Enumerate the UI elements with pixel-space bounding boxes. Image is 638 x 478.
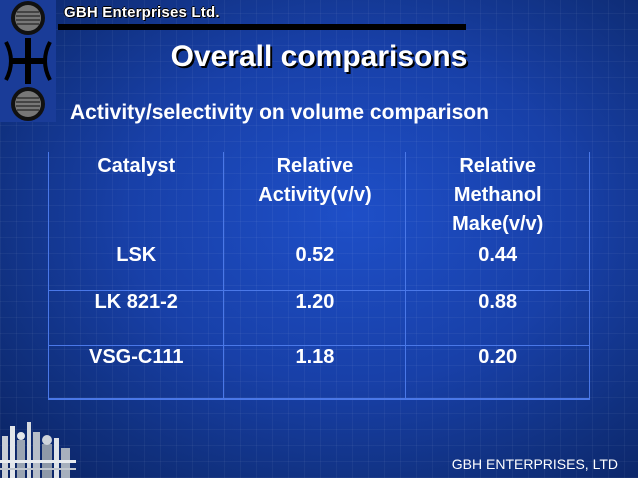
header-line: Activity(v/v)	[258, 184, 372, 206]
company-name: GBH Enterprises Ltd.	[64, 4, 220, 21]
header-cell-catalyst: Catalyst	[47, 152, 225, 244]
comparison-table: Catalyst Relative Activity(v/v) Relative…	[47, 152, 590, 400]
table-row: LK 821-2 1.20 0.88	[47, 290, 590, 346]
activity-cell: 1.20	[223, 290, 407, 346]
header-cell-methanol: Relative Methanol Make(v/v)	[405, 152, 590, 244]
catalyst-cell: VSG-C111	[47, 345, 225, 400]
activity-cell: 1.18	[223, 345, 407, 400]
header-line: Catalyst	[97, 155, 176, 177]
header-line: Relative	[459, 155, 537, 177]
activity-cell: 0.52	[223, 244, 407, 291]
industrial-plant-icon	[0, 422, 76, 478]
header-cell-activity: Relative Activity(v/v)	[223, 152, 407, 244]
table-row: VSG-C111 1.18 0.20	[47, 345, 590, 400]
gbh-symbol-icon	[0, 0, 56, 122]
header-line: Methanol	[453, 184, 542, 206]
catalyst-cell: LK 821-2	[47, 290, 225, 346]
header-rule	[58, 24, 466, 30]
footer-company: GBH ENTERPRISES, LTD	[451, 456, 618, 472]
methanol-cell: 0.88	[405, 290, 590, 346]
methanol-cell: 0.20	[405, 345, 590, 400]
slide-subtitle: Activity/selectivity on volume compariso…	[70, 101, 489, 124]
methanol-cell: 0.44	[405, 244, 590, 291]
table-row: LSK 0.52 0.44	[47, 244, 590, 291]
catalyst-cell: LSK	[47, 244, 225, 291]
header-line: Make(v/v)	[452, 213, 544, 235]
header-line: Relative	[276, 155, 354, 177]
slide-title: Overall comparisons	[170, 40, 468, 73]
table-header-row: Catalyst Relative Activity(v/v) Relative…	[47, 152, 590, 244]
